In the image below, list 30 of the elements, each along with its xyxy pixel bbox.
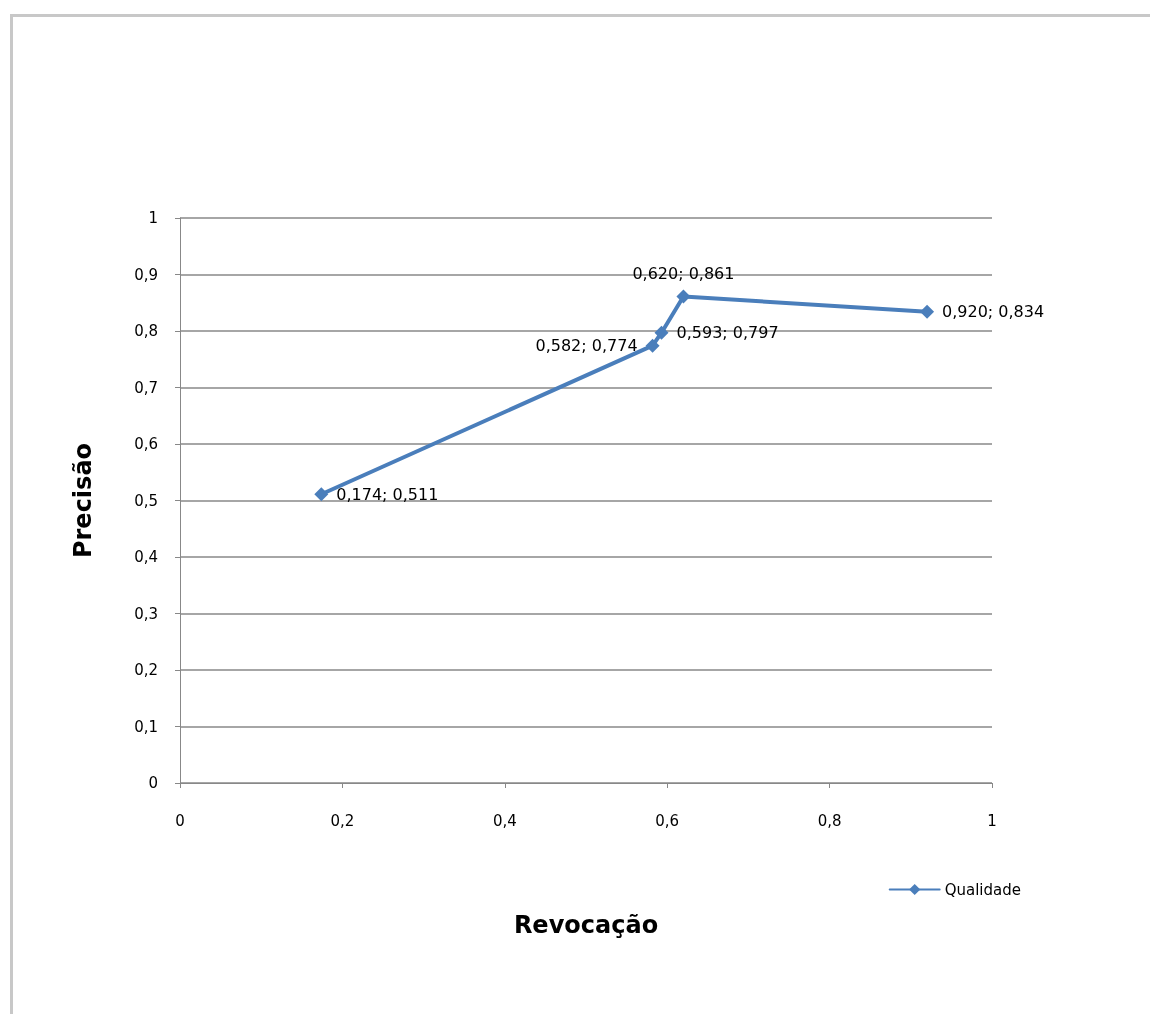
point [314, 487, 329, 502]
y-tick-label: 1 [148, 209, 158, 227]
x-tick-label: 0,6 [655, 811, 680, 830]
data-label: 0,582; 0,774 [535, 336, 638, 356]
x-tick-label: 1 [987, 811, 997, 830]
y-axis-title: Precisão [69, 442, 97, 559]
x-tick-label: 0 [175, 811, 185, 830]
legend-label: Qualidade [944, 880, 1022, 899]
data-label: 0,620; 0,861 [632, 264, 735, 284]
y-tick-label: 0,4 [134, 548, 158, 566]
y-tick-label: 0,9 [134, 265, 158, 284]
point [676, 289, 691, 304]
y-tick-label: 0 [148, 774, 158, 792]
point [654, 325, 669, 340]
y-tick-label: 0,3 [134, 604, 158, 623]
x-tick-label: 0,4 [492, 811, 517, 830]
point [920, 304, 935, 319]
data-label: 0,920; 0,834 [942, 302, 1045, 322]
y-tick-label: 0,8 [134, 322, 158, 340]
y-tick-label: 0,6 [134, 435, 158, 453]
x-tick-label: 0,8 [817, 811, 842, 830]
y-tick-label: 0,1 [134, 717, 158, 736]
y-tick-label: 0,2 [134, 661, 158, 679]
data-label: 0,174; 0,511 [336, 484, 439, 504]
data-label: 0,593; 0,797 [676, 323, 779, 343]
x-tick-label: 0,2 [330, 811, 355, 830]
y-tick-label: 0,5 [134, 491, 158, 510]
x-axis-title: Revocação [513, 911, 659, 939]
point [645, 338, 660, 353]
y-tick-label: 0,7 [134, 378, 158, 397]
